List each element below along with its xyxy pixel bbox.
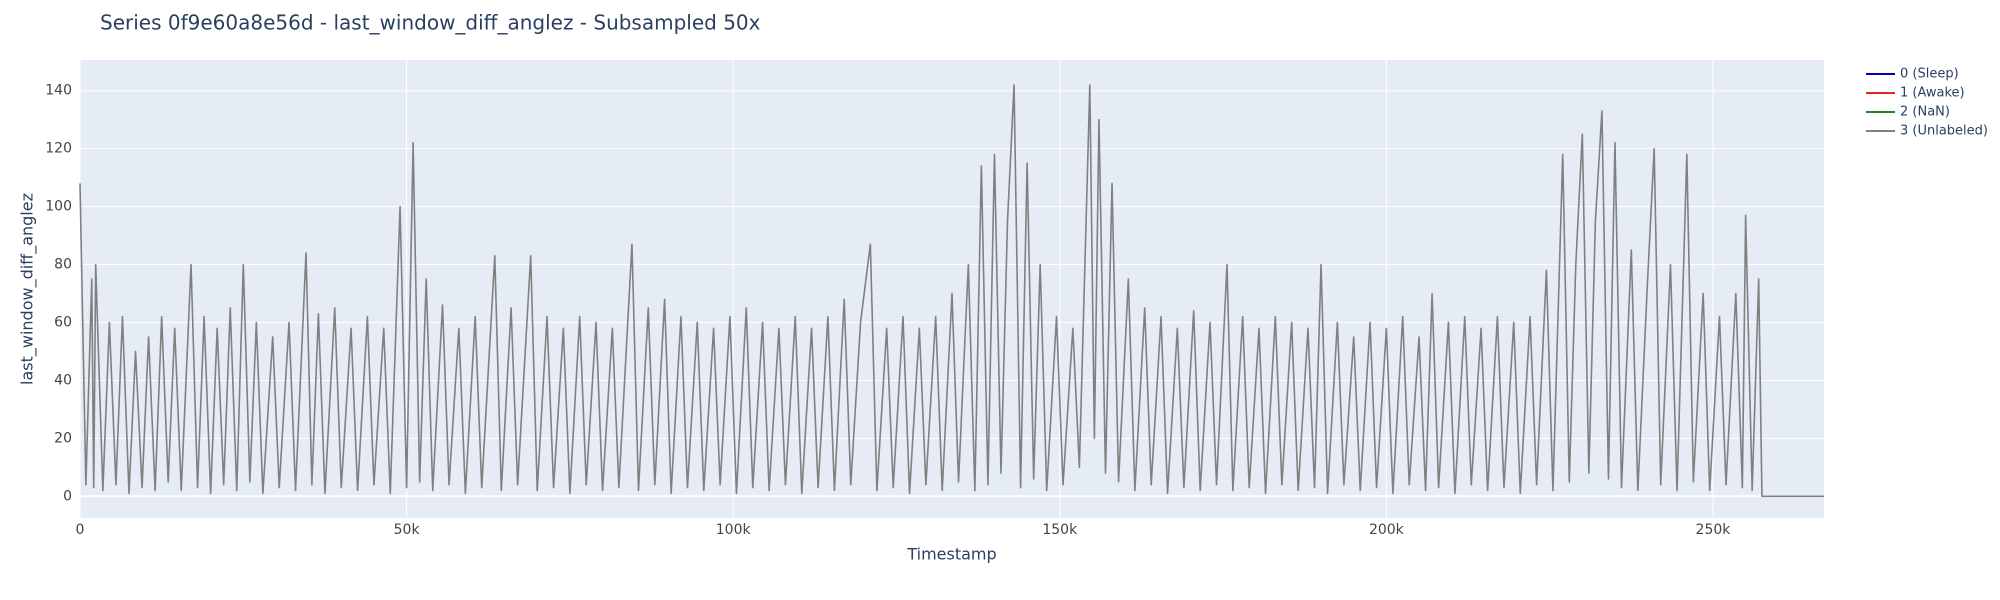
y-tick-label: 20 bbox=[54, 430, 72, 446]
y-axis-label: last_window_diff_anglez bbox=[18, 193, 38, 385]
x-tick-label: 50k bbox=[394, 522, 421, 538]
x-tick-label: 0 bbox=[76, 522, 85, 538]
legend-label[interactable]: 0 (Sleep) bbox=[1900, 67, 1959, 82]
x-tick-label: 100k bbox=[716, 522, 752, 538]
data-line bbox=[79, 84, 1824, 498]
x-tick-label: 200k bbox=[1369, 522, 1405, 538]
x-axis-label: Timestamp bbox=[906, 545, 996, 564]
chart-title: Series 0f9e60a8e56d - last_window_diff_a… bbox=[100, 11, 761, 35]
y-tick-label: 0 bbox=[63, 488, 72, 504]
legend-label[interactable]: 1 (Awake) bbox=[1900, 86, 1965, 101]
plot-area bbox=[80, 60, 1824, 518]
y-tick-label: 80 bbox=[54, 257, 72, 273]
y-tick-label: 140 bbox=[45, 83, 72, 99]
y-tick-label: 120 bbox=[45, 141, 72, 157]
y-tick-label: 100 bbox=[45, 199, 72, 215]
x-tick-label: 250k bbox=[1696, 522, 1732, 538]
legend-label[interactable]: 3 (Unlabeled) bbox=[1900, 124, 1988, 139]
y-tick-label: 60 bbox=[54, 314, 72, 330]
y-tick-label: 40 bbox=[54, 372, 72, 388]
legend-label[interactable]: 2 (NaN) bbox=[1900, 105, 1950, 120]
x-tick-label: 150k bbox=[1042, 522, 1078, 538]
